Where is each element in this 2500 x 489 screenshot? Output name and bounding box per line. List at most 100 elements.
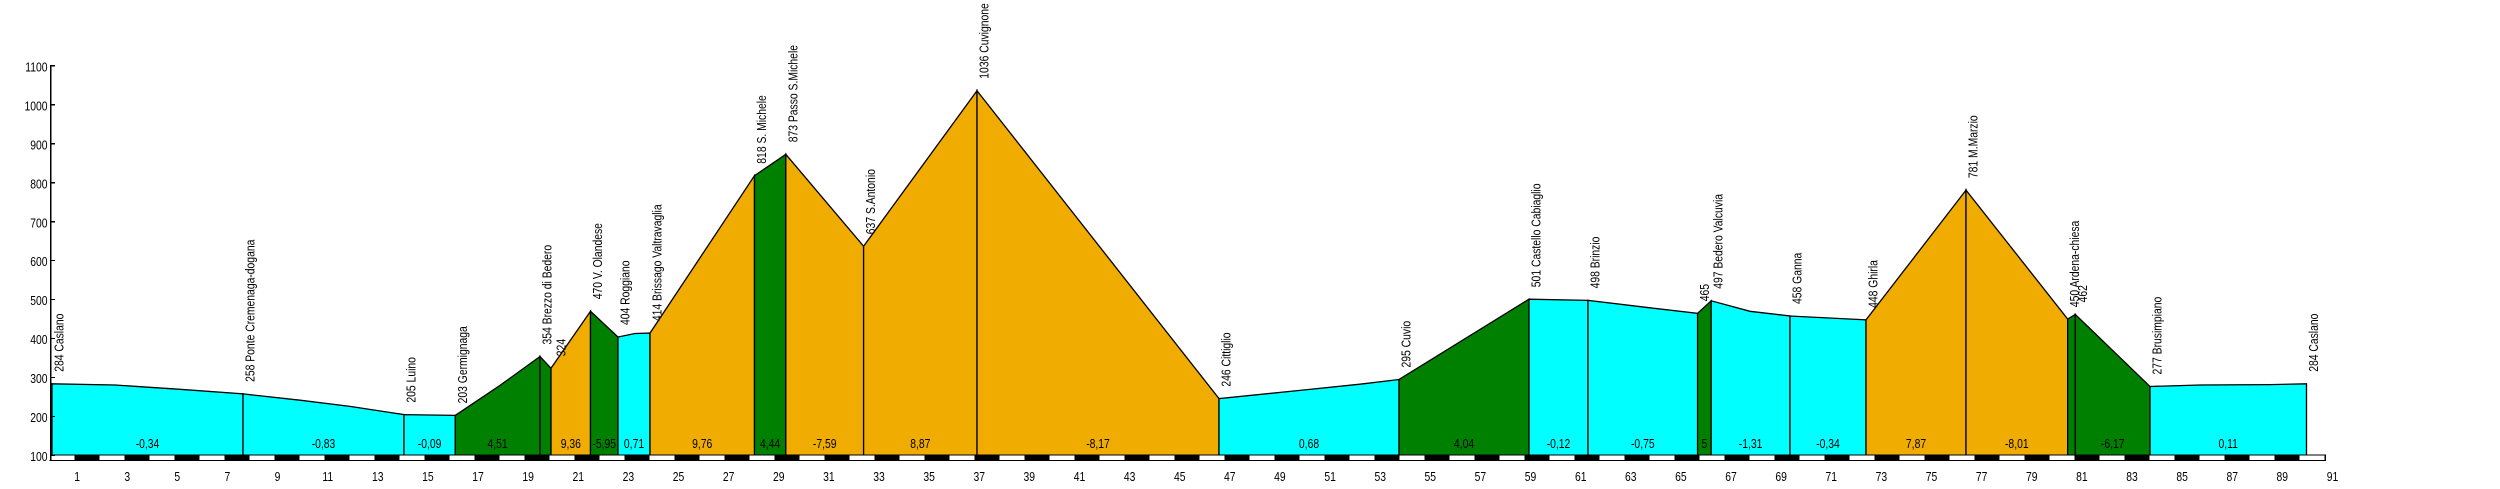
svg-text:600: 600: [30, 256, 47, 269]
svg-text:781 M.Marzio: 781 M.Marzio: [1968, 115, 1981, 178]
svg-text:65: 65: [1675, 471, 1687, 484]
svg-text:53: 53: [1374, 471, 1386, 484]
svg-text:81: 81: [2076, 471, 2088, 484]
svg-text:9,76: 9,76: [692, 438, 712, 451]
svg-text:873 Passo S.Michele: 873 Passo S.Michele: [788, 45, 801, 142]
svg-text:37: 37: [973, 471, 985, 484]
svg-text:501 Castello Cabiaglio: 501 Castello Cabiaglio: [1531, 184, 1544, 288]
svg-text:203 Germignaga: 203 Germignaga: [457, 326, 470, 404]
svg-text:63: 63: [1625, 471, 1637, 484]
svg-text:498 Brinzio: 498 Brinzio: [1590, 237, 1603, 289]
svg-text:39: 39: [1024, 471, 1036, 484]
svg-text:21: 21: [573, 471, 585, 484]
svg-text:41: 41: [1074, 471, 1086, 484]
svg-text:-6,17: -6,17: [2101, 438, 2125, 451]
svg-text:277 Brusimpiano: 277 Brusimpiano: [2152, 297, 2165, 375]
svg-text:11: 11: [322, 471, 333, 484]
svg-text:75: 75: [1926, 471, 1938, 484]
svg-text:354 Brezzo di Bedero: 354 Brezzo di Bedero: [542, 245, 555, 345]
svg-text:69: 69: [1775, 471, 1787, 484]
svg-text:818 S. Michele: 818 S. Michele: [756, 95, 769, 164]
svg-text:205 Luino: 205 Luino: [406, 357, 419, 403]
svg-text:458 Ganna: 458 Ganna: [1792, 252, 1805, 304]
svg-text:414 Brissago Valtravaglia: 414 Brissago Valtravaglia: [652, 204, 665, 321]
svg-text:91: 91: [2327, 471, 2339, 484]
svg-text:-0,83: -0,83: [312, 438, 336, 451]
svg-text:73: 73: [1876, 471, 1888, 484]
svg-text:9,36: 9,36: [561, 438, 581, 451]
svg-text:17: 17: [472, 471, 484, 484]
svg-text:5: 5: [1702, 438, 1708, 451]
svg-text:700: 700: [30, 218, 47, 231]
svg-text:19: 19: [522, 471, 534, 484]
svg-text:284 Caslano: 284 Caslano: [54, 314, 67, 372]
svg-text:57: 57: [1475, 471, 1487, 484]
svg-text:1100: 1100: [25, 62, 47, 75]
svg-text:4,44: 4,44: [760, 438, 781, 451]
svg-text:83: 83: [2126, 471, 2138, 484]
svg-text:100: 100: [30, 451, 47, 464]
svg-text:87: 87: [2226, 471, 2238, 484]
svg-text:51: 51: [1324, 471, 1336, 484]
svg-text:246 Cittiglio: 246 Cittiglio: [1221, 332, 1234, 386]
svg-text:0,71: 0,71: [624, 438, 644, 451]
svg-text:27: 27: [723, 471, 735, 484]
svg-text:4,51: 4,51: [488, 438, 508, 451]
svg-text:5: 5: [174, 471, 180, 484]
svg-text:7: 7: [225, 471, 231, 484]
svg-text:9: 9: [275, 471, 281, 484]
svg-text:465: 465: [1699, 284, 1712, 301]
svg-text:324: 324: [556, 338, 569, 356]
svg-text:8,87: 8,87: [910, 438, 930, 451]
svg-text:13: 13: [372, 471, 384, 484]
svg-text:77: 77: [1976, 471, 1988, 484]
svg-text:-8,01: -8,01: [2005, 438, 2029, 451]
svg-text:-7,59: -7,59: [813, 438, 837, 451]
svg-text:400: 400: [30, 334, 47, 347]
svg-text:-0,12: -0,12: [1547, 438, 1571, 451]
svg-text:462: 462: [2077, 285, 2090, 302]
svg-text:4,04: 4,04: [1454, 438, 1475, 451]
svg-text:29: 29: [773, 471, 785, 484]
svg-text:470 V. Olandese: 470 V. Olandese: [592, 223, 605, 299]
svg-text:450 Ardena-chiesa: 450 Ardena-chiesa: [2069, 220, 2082, 307]
svg-text:258 Ponte Cremenaga-dogana: 258 Ponte Cremenaga-dogana: [245, 239, 258, 382]
svg-text:448 Ghirla: 448 Ghirla: [1868, 260, 1881, 308]
svg-text:404 Roggiano: 404 Roggiano: [620, 260, 633, 325]
svg-text:79: 79: [2026, 471, 2038, 484]
svg-text:200: 200: [30, 412, 47, 425]
svg-text:23: 23: [623, 471, 635, 484]
svg-text:45: 45: [1174, 471, 1186, 484]
svg-text:1000: 1000: [24, 101, 47, 114]
svg-text:0,68: 0,68: [1299, 438, 1319, 451]
svg-text:85: 85: [2176, 471, 2188, 484]
svg-text:-1,31: -1,31: [1739, 438, 1763, 451]
svg-text:59: 59: [1525, 471, 1537, 484]
svg-text:47: 47: [1224, 471, 1236, 484]
svg-text:71: 71: [1826, 471, 1838, 484]
svg-text:25: 25: [673, 471, 685, 484]
svg-text:-0,34: -0,34: [136, 438, 160, 451]
svg-text:15: 15: [422, 471, 434, 484]
svg-text:67: 67: [1725, 471, 1737, 484]
svg-text:500: 500: [30, 295, 47, 308]
svg-text:1036 Cuvignone: 1036 Cuvignone: [979, 3, 992, 78]
svg-text:35: 35: [923, 471, 935, 484]
svg-text:61: 61: [1575, 471, 1587, 484]
svg-text:33: 33: [873, 471, 885, 484]
svg-text:497 Bedero Valcuvia: 497 Bedero Valcuvia: [1713, 193, 1726, 288]
svg-text:284 Caslano: 284 Caslano: [2308, 314, 2321, 372]
svg-text:89: 89: [2277, 471, 2289, 484]
svg-text:55: 55: [1425, 471, 1437, 484]
svg-text:-0,34: -0,34: [1816, 438, 1840, 451]
svg-text:900: 900: [30, 140, 47, 153]
svg-text:7,87: 7,87: [1906, 438, 1926, 451]
svg-text:0,11: 0,11: [2218, 438, 2237, 451]
svg-text:-0,09: -0,09: [418, 438, 442, 451]
svg-text:300: 300: [30, 373, 47, 386]
svg-text:295 Cuvio: 295 Cuvio: [1401, 321, 1414, 368]
svg-text:637 S.Antonio: 637 S.Antonio: [865, 169, 878, 234]
svg-text:-0,75: -0,75: [1631, 438, 1655, 451]
svg-text:3: 3: [124, 471, 130, 484]
svg-text:49: 49: [1274, 471, 1286, 484]
